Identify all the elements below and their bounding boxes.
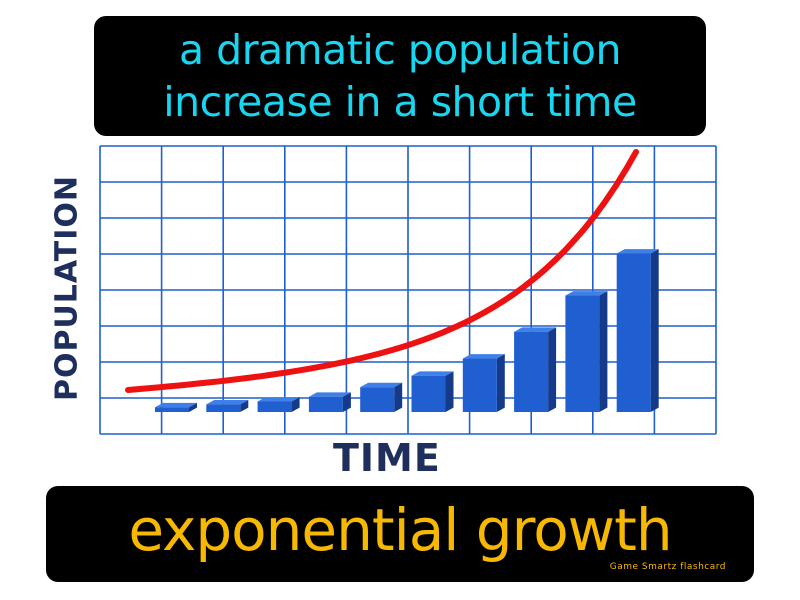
bar-top (360, 382, 403, 388)
bar-top (462, 354, 505, 359)
definition-line-1: a dramatic population (179, 26, 621, 74)
bar-side (445, 371, 454, 412)
bar (616, 253, 651, 412)
bar (411, 375, 446, 412)
bar (462, 358, 497, 412)
bar (257, 401, 292, 412)
definition-box: a dramatic population increase in a shor… (94, 16, 706, 136)
bar (155, 407, 189, 412)
brand-label: Game Smartz flashcard (609, 562, 726, 572)
bar-top (206, 399, 249, 405)
bar-top (565, 291, 608, 296)
bar-top (514, 327, 557, 332)
y-axis-label: POPULATION (49, 174, 85, 402)
term-box: exponential growth Game Smartz flashcard (46, 486, 754, 582)
bar-side (496, 354, 505, 412)
bar-side (548, 327, 557, 412)
bar-side (394, 382, 403, 412)
bar (308, 396, 343, 412)
trend-line (125, 149, 639, 393)
bar-top (411, 371, 454, 376)
term-title: exponential growth (128, 496, 672, 564)
bar (565, 295, 600, 412)
bar (514, 331, 549, 412)
bar-top (308, 392, 351, 397)
bar-side (240, 399, 249, 412)
bar (360, 387, 395, 412)
x-axis-label: TIME (333, 436, 441, 480)
bar-top (257, 397, 300, 402)
definition-line-2: increase in a short time (163, 78, 637, 126)
bar-side (189, 402, 197, 412)
bar (206, 404, 241, 412)
growth-chart (0, 140, 800, 485)
bar-side (342, 392, 351, 412)
chart-canvas (99, 145, 717, 435)
bar-top (616, 249, 659, 254)
bar-top (155, 402, 197, 408)
bar-side (650, 249, 659, 412)
bar-side (599, 291, 608, 412)
bar-side (291, 397, 300, 412)
